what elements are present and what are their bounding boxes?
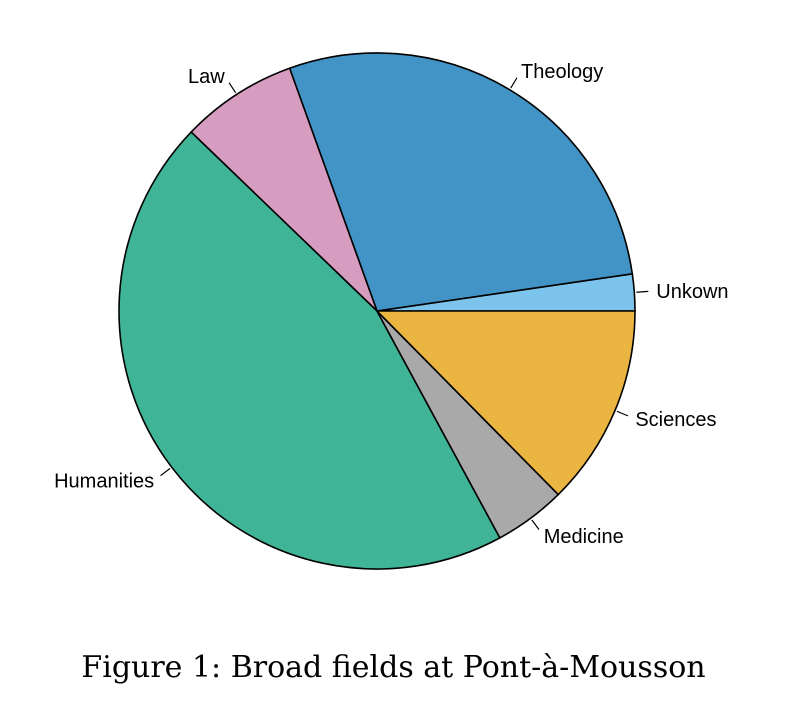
leader-line-law [228, 82, 237, 94]
pie-slice-humanities [118, 130, 501, 570]
slice-label-law: Law [188, 66, 225, 88]
slice-label-humanities: Humanities [54, 471, 154, 493]
pie-slice-sciences [375, 310, 636, 496]
pie-chart: Unkown Theology Law Humanities Medicine Scien… [54, 52, 729, 570]
slice-label-theology: Theology [521, 61, 603, 83]
pie-slice-theology [288, 52, 634, 312]
slice-label-unkown: Unkown [656, 281, 728, 303]
leader-line-medicine [531, 519, 540, 530]
leader-line-sciences [616, 410, 629, 417]
leader-line-humanities [160, 467, 171, 477]
pie-slices [118, 52, 636, 570]
figure-caption: Figure 1: Broad fields at Pont-à-Mousson [81, 650, 706, 685]
slice-label-sciences: Sciences [635, 409, 716, 431]
pie-slice-law [190, 67, 378, 312]
slice-label-medicine: Medicine [544, 526, 624, 548]
leader-line-unkown [636, 290, 649, 293]
pie-labels: Unkown Theology Law Humanities Medicine Scien… [54, 61, 728, 548]
leader-line-theology [510, 77, 518, 89]
